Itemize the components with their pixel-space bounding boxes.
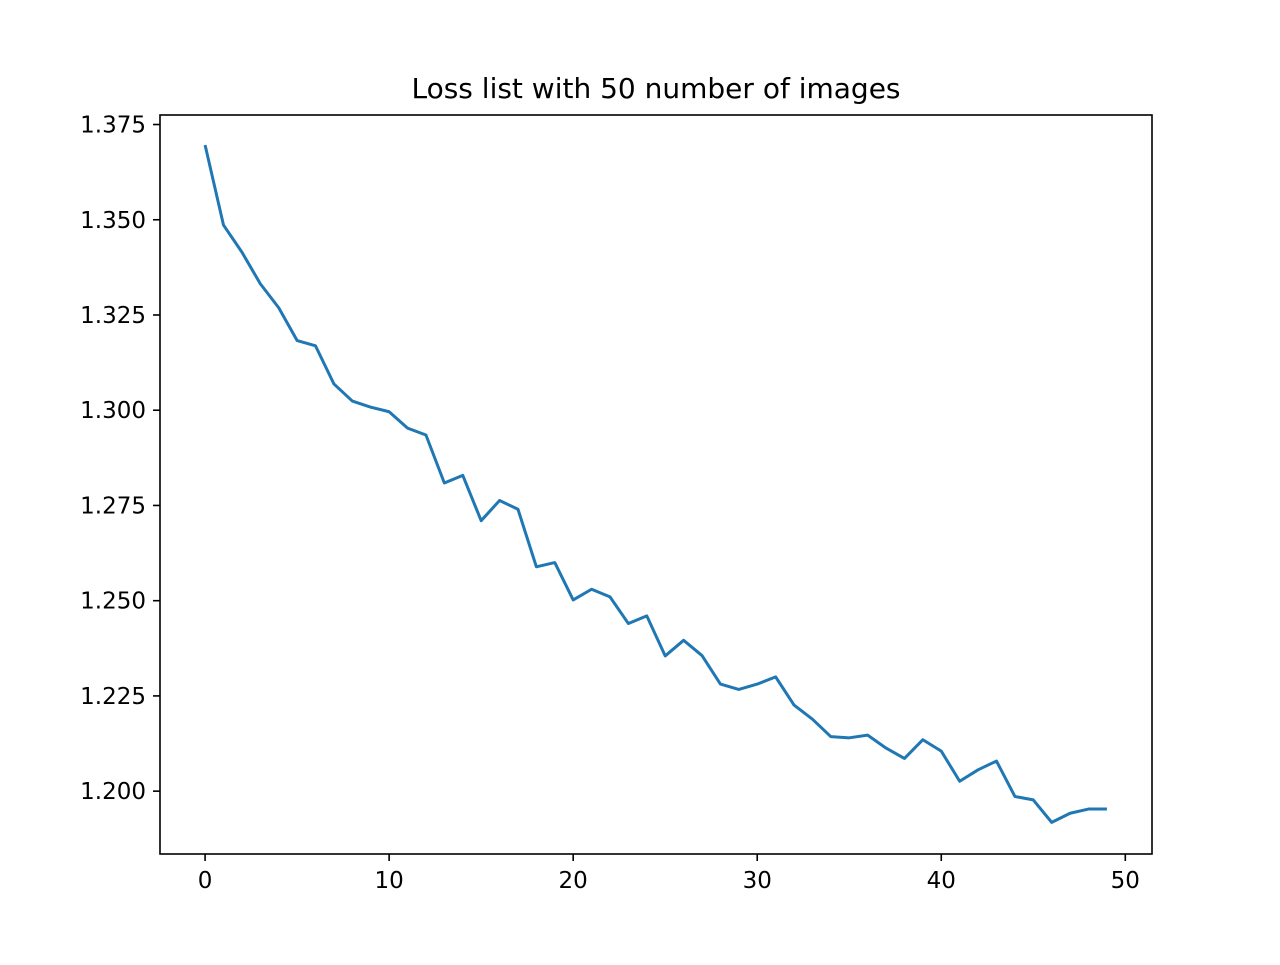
x-axis: 0 10 20 30 40 50 [198, 854, 1140, 894]
y-axis: 1.200 1.225 1.250 1.275 1.300 1.325 1.350 1.375 [80, 113, 160, 805]
y-tick-label: 1.200 [80, 779, 146, 805]
y-tick-label: 1.300 [80, 398, 146, 424]
x-tick-label: 0 [198, 868, 213, 894]
x-tick-label: 20 [559, 868, 588, 894]
x-tick-label: 40 [927, 868, 956, 894]
loss-series-line [203, 144, 1107, 824]
y-tick-label: 1.375 [80, 113, 146, 139]
y-tick-label: 1.350 [80, 208, 146, 234]
x-tick-label: 30 [743, 868, 772, 894]
plot-area [203, 144, 1107, 824]
plot-frame [159, 114, 1153, 855]
chart-title: Loss list with 50 number of images [411, 72, 900, 105]
y-tick-label: 1.275 [80, 493, 146, 519]
x-tick-label: 50 [1111, 868, 1140, 894]
y-tick-label: 1.250 [80, 589, 146, 615]
x-tick-label: 10 [374, 868, 403, 894]
y-tick-label: 1.225 [80, 684, 146, 710]
y-tick-label: 1.325 [80, 303, 146, 329]
